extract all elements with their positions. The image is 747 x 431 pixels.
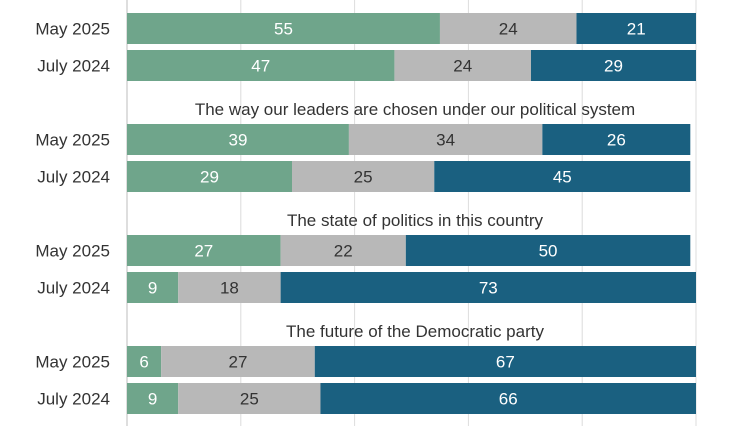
data-label: 29 <box>604 57 623 76</box>
bar-segment <box>530 50 696 81</box>
data-label: 25 <box>354 168 373 187</box>
row-label: May 2025 <box>35 353 110 372</box>
bar-segment <box>314 346 696 377</box>
data-label: 25 <box>240 390 259 409</box>
data-label: 9 <box>148 390 157 409</box>
group-title: The way our leaders are chosen under our… <box>195 100 635 119</box>
data-label: 66 <box>499 390 518 409</box>
data-label: 24 <box>499 20 518 39</box>
row-label: May 2025 <box>35 242 110 261</box>
row-label: May 2025 <box>35 131 110 150</box>
row-label: July 2024 <box>37 57 110 76</box>
data-label: 39 <box>228 131 247 150</box>
bar-segment <box>127 383 179 414</box>
row-label: May 2025 <box>35 20 110 39</box>
bar-segment <box>178 272 281 303</box>
data-label: 27 <box>194 242 213 261</box>
bar-segment <box>394 50 531 81</box>
data-label: 29 <box>200 168 219 187</box>
bar-segment <box>161 346 315 377</box>
bar-segment <box>127 235 281 266</box>
bar-segment <box>292 161 435 192</box>
bar-segment <box>280 235 406 266</box>
data-label: 27 <box>228 353 247 372</box>
bar-segment <box>348 124 543 155</box>
bar-segment <box>439 13 577 44</box>
bar-segment <box>127 50 395 81</box>
bar-segment <box>127 13 440 44</box>
row-label: July 2024 <box>37 168 110 187</box>
data-label: 67 <box>496 353 515 372</box>
data-label: 26 <box>607 131 626 150</box>
bar-segment <box>127 272 179 303</box>
data-label: 6 <box>139 353 148 372</box>
group-title: The state of politics in this country <box>287 211 544 230</box>
data-label: 47 <box>251 57 270 76</box>
bar-segment <box>576 13 696 44</box>
data-label: 45 <box>553 168 572 187</box>
bar-segment <box>280 272 696 303</box>
data-label: 18 <box>220 279 239 298</box>
data-label: 24 <box>453 57 472 76</box>
bar-segment <box>127 346 162 377</box>
bar-segment <box>178 383 321 414</box>
bar-segment <box>405 235 691 266</box>
bar-segment <box>320 383 696 414</box>
data-label: 50 <box>539 242 558 261</box>
data-label: 21 <box>627 20 646 39</box>
row-label: July 2024 <box>37 279 110 298</box>
data-label: 22 <box>334 242 353 261</box>
group-title: The future of the Democratic party <box>286 322 544 341</box>
bar-segment <box>434 161 691 192</box>
data-label: 9 <box>148 279 157 298</box>
data-label: 73 <box>479 279 498 298</box>
row-label: July 2024 <box>37 390 110 409</box>
bar-segment <box>127 124 349 155</box>
bar-segment <box>542 124 691 155</box>
bar-segment <box>127 161 293 192</box>
data-label: 34 <box>436 131 455 150</box>
data-label: 55 <box>274 20 293 39</box>
